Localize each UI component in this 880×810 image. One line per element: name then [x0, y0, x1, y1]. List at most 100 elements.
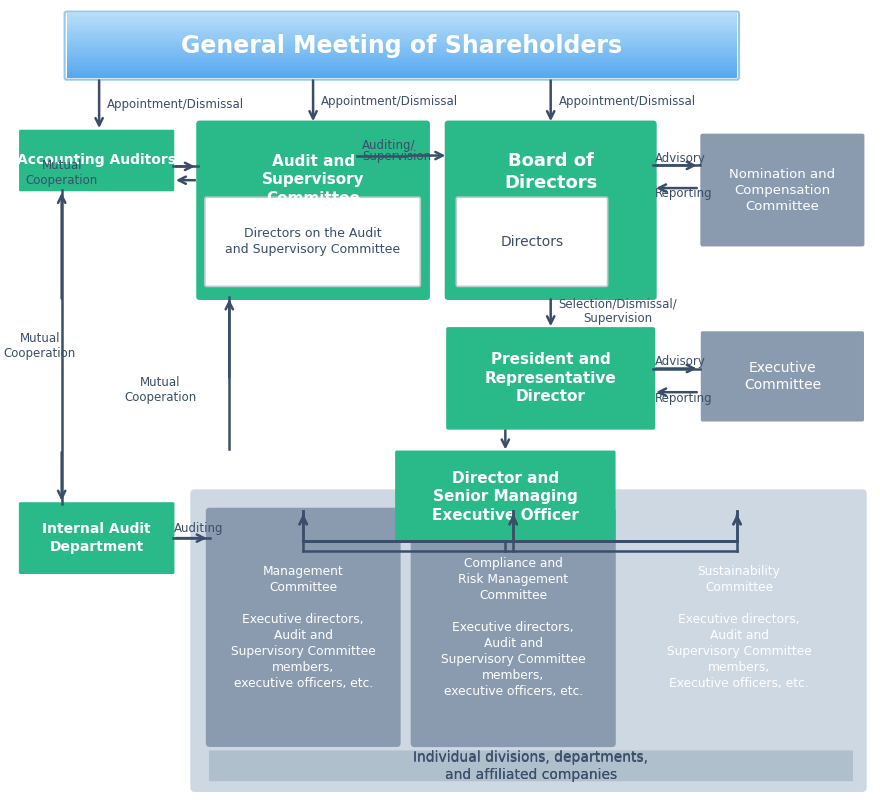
Text: Compliance and
Risk Management
Committee

Executive directors,
Audit and
Supervi: Compliance and Risk Management Committee…	[441, 556, 585, 698]
Text: Sustainability
Committee

Executive directors,
Audit and
Supervisory Committee
m: Sustainability Committee Executive direc…	[667, 565, 811, 690]
Bar	[67, 26, 737, 28]
FancyBboxPatch shape	[209, 755, 853, 780]
Bar	[67, 76, 737, 78]
Text: Nomination and
Compensation
Committee: Nomination and Compensation Committee	[730, 168, 835, 212]
Text: Mutual
Cooperation: Mutual Cooperation	[124, 376, 196, 404]
Bar	[67, 72, 737, 74]
Text: Appointment/Dismissal: Appointment/Dismissal	[559, 95, 696, 108]
Bar	[67, 59, 737, 61]
Text: Executive
Committee: Executive Committee	[744, 360, 821, 392]
Bar	[67, 16, 737, 18]
FancyBboxPatch shape	[700, 331, 864, 421]
Bar	[67, 27, 737, 28]
Bar	[67, 75, 737, 77]
Text: Appointment/Dismissal: Appointment/Dismissal	[321, 95, 458, 108]
Bar	[67, 19, 737, 20]
Bar	[67, 53, 737, 55]
Text: Board of
Directors: Board of Directors	[504, 151, 598, 192]
Bar	[67, 19, 737, 21]
Bar	[67, 33, 737, 35]
Bar	[67, 36, 737, 37]
Text: Internal Audit
Department: Internal Audit Department	[42, 522, 151, 554]
Bar	[67, 46, 737, 48]
Bar	[67, 49, 737, 50]
Bar	[67, 62, 737, 64]
Bar	[67, 36, 737, 38]
Bar	[67, 58, 737, 59]
Bar	[67, 66, 737, 67]
Text: Auditing/: Auditing/	[363, 139, 416, 152]
Bar	[67, 64, 737, 66]
Text: Individual divisions, departments,
and affiliated companies: Individual divisions, departments, and a…	[414, 750, 649, 782]
Bar	[67, 14, 737, 15]
Text: Supervision: Supervision	[363, 150, 431, 163]
Bar	[67, 50, 737, 52]
Text: Accounting Auditors: Accounting Auditors	[18, 153, 176, 168]
Bar	[67, 60, 737, 62]
Bar	[67, 40, 737, 42]
Bar	[67, 23, 737, 25]
Bar	[67, 37, 737, 39]
Text: Audit and
Supervisory
Committee: Audit and Supervisory Committee	[261, 154, 364, 206]
Bar	[67, 22, 737, 23]
Bar	[67, 70, 737, 71]
Text: Reporting: Reporting	[656, 186, 713, 199]
FancyBboxPatch shape	[205, 197, 421, 287]
FancyBboxPatch shape	[196, 121, 430, 300]
Bar	[67, 42, 737, 44]
FancyBboxPatch shape	[700, 134, 864, 246]
Bar	[67, 52, 737, 53]
Bar	[67, 43, 737, 45]
Text: Directors: Directors	[501, 235, 563, 249]
Bar	[67, 63, 737, 65]
Text: Advisory: Advisory	[656, 152, 706, 165]
Bar	[67, 13, 737, 15]
Text: Auditing: Auditing	[174, 522, 224, 535]
FancyBboxPatch shape	[446, 327, 656, 429]
Bar	[67, 20, 737, 22]
Text: Director and
Senior Managing
Executive Officer: Director and Senior Managing Executive O…	[432, 471, 579, 522]
Bar	[67, 47, 737, 49]
Bar	[67, 44, 737, 45]
Bar	[67, 49, 737, 51]
Text: Appointment/Dismissal: Appointment/Dismissal	[107, 98, 244, 111]
Bar	[67, 17, 737, 19]
Bar	[67, 15, 737, 17]
Text: Advisory: Advisory	[656, 355, 706, 368]
Bar	[67, 30, 737, 32]
FancyBboxPatch shape	[190, 489, 867, 792]
Bar	[67, 55, 737, 57]
Bar	[67, 69, 737, 70]
FancyBboxPatch shape	[209, 751, 853, 781]
Bar	[67, 66, 737, 68]
Bar	[67, 70, 737, 72]
Text: Mutual
Cooperation: Mutual Cooperation	[26, 160, 98, 187]
FancyBboxPatch shape	[411, 508, 616, 747]
Bar	[67, 25, 737, 27]
Text: Selection/Dismissal/
Supervision: Selection/Dismissal/ Supervision	[559, 297, 678, 326]
Bar	[67, 29, 737, 31]
Bar	[67, 53, 737, 54]
Bar	[67, 56, 737, 58]
Text: President and
Representative
Director: President and Representative Director	[485, 352, 617, 404]
Bar	[67, 40, 737, 41]
Bar	[67, 45, 737, 47]
FancyBboxPatch shape	[457, 197, 607, 287]
Bar	[67, 57, 737, 58]
FancyBboxPatch shape	[18, 502, 174, 574]
Bar	[67, 74, 737, 75]
Bar	[67, 73, 737, 75]
Text: General Meeting of Shareholders: General Meeting of Shareholders	[181, 34, 622, 58]
Text: Reporting: Reporting	[656, 391, 713, 405]
Text: Directors on the Audit
and Supervisory Committee: Directors on the Audit and Supervisory C…	[225, 228, 400, 256]
Bar	[67, 67, 737, 69]
Text: Individual divisions, departments,
and affiliated companies: Individual divisions, departments, and a…	[414, 751, 649, 782]
FancyBboxPatch shape	[444, 121, 656, 300]
Bar	[67, 32, 737, 34]
FancyBboxPatch shape	[19, 130, 174, 191]
Bar	[67, 39, 737, 41]
FancyBboxPatch shape	[395, 450, 616, 543]
Bar	[67, 23, 737, 24]
FancyBboxPatch shape	[206, 508, 400, 747]
Bar	[67, 61, 737, 62]
